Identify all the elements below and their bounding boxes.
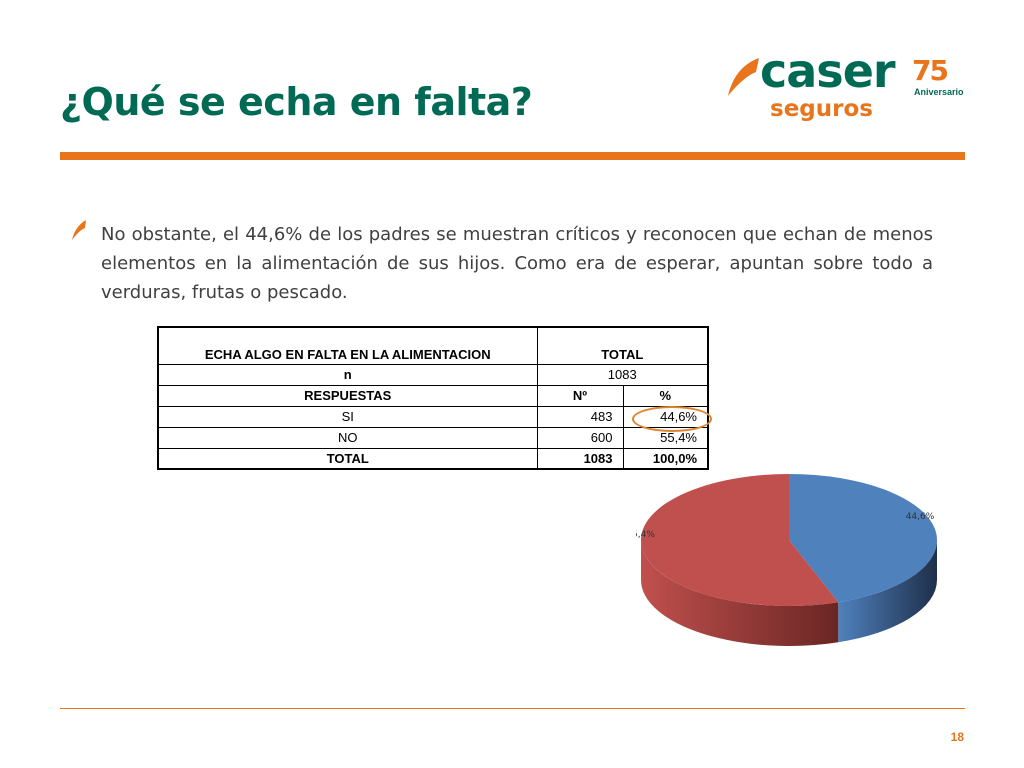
body-paragraph: No obstante, el 44,6% de los padres se m…: [101, 224, 933, 303]
logo-brand: caser: [760, 44, 896, 98]
table-header-total: TOTAL: [536, 326, 709, 365]
caser-logo: caser seguros 75 Aniversario: [726, 44, 976, 130]
sail-logo-icon: [728, 58, 759, 96]
table-row: RESPUESTAS Nº %: [157, 384, 709, 407]
pie-slice-si: [789, 474, 938, 603]
logo-anniversary-label: Aniversario: [914, 87, 964, 97]
logo-anniversary-number: 75: [912, 54, 949, 87]
pie-chart: 44,6% 55,4%: [636, 474, 938, 646]
logo-sub: seguros: [770, 96, 873, 122]
percent-column-header: %: [622, 384, 709, 407]
table-header-row: ECHA ALGO EN FALTA EN LA ALIMENTACION TO…: [157, 326, 709, 365]
pie-data-label-no: 55,4%: [636, 530, 655, 540]
row-count: 483: [536, 405, 624, 428]
results-table: ECHA ALGO EN FALTA EN LA ALIMENTACION TO…: [157, 326, 709, 470]
table-row: n 1083: [157, 363, 709, 386]
table-total-row: TOTAL 1083 100,0%: [157, 447, 709, 470]
slide-title: ¿Qué se echa en falta?: [60, 80, 533, 124]
header-divider: [60, 152, 965, 160]
row-label: NO: [157, 426, 538, 449]
n-label: n: [157, 363, 538, 386]
responses-label: RESPUESTAS: [157, 384, 538, 407]
row-label: SI: [157, 405, 538, 428]
count-column-header: Nº: [536, 384, 624, 407]
highlight-circle: [632, 406, 712, 432]
total-percent: 100,0%: [622, 447, 709, 470]
pie-slice-si-side: [838, 540, 937, 643]
table-row: SI 483 44,6%: [157, 405, 709, 428]
table-row: NO 600 55,4%: [157, 426, 709, 449]
pie-data-label-si: 44,6%: [906, 512, 935, 522]
total-count: 1083: [536, 447, 624, 470]
row-count: 600: [536, 426, 624, 449]
n-value: 1083: [536, 363, 709, 386]
sail-bullet-icon: [72, 220, 86, 240]
page-number: 18: [950, 730, 964, 744]
pie-slice-no-side: [641, 540, 839, 646]
table-header-question: ECHA ALGO EN FALTA EN LA ALIMENTACION: [157, 326, 538, 365]
pie-slice-no: [641, 474, 839, 606]
total-label: TOTAL: [157, 447, 538, 470]
footer-divider: [60, 708, 965, 709]
